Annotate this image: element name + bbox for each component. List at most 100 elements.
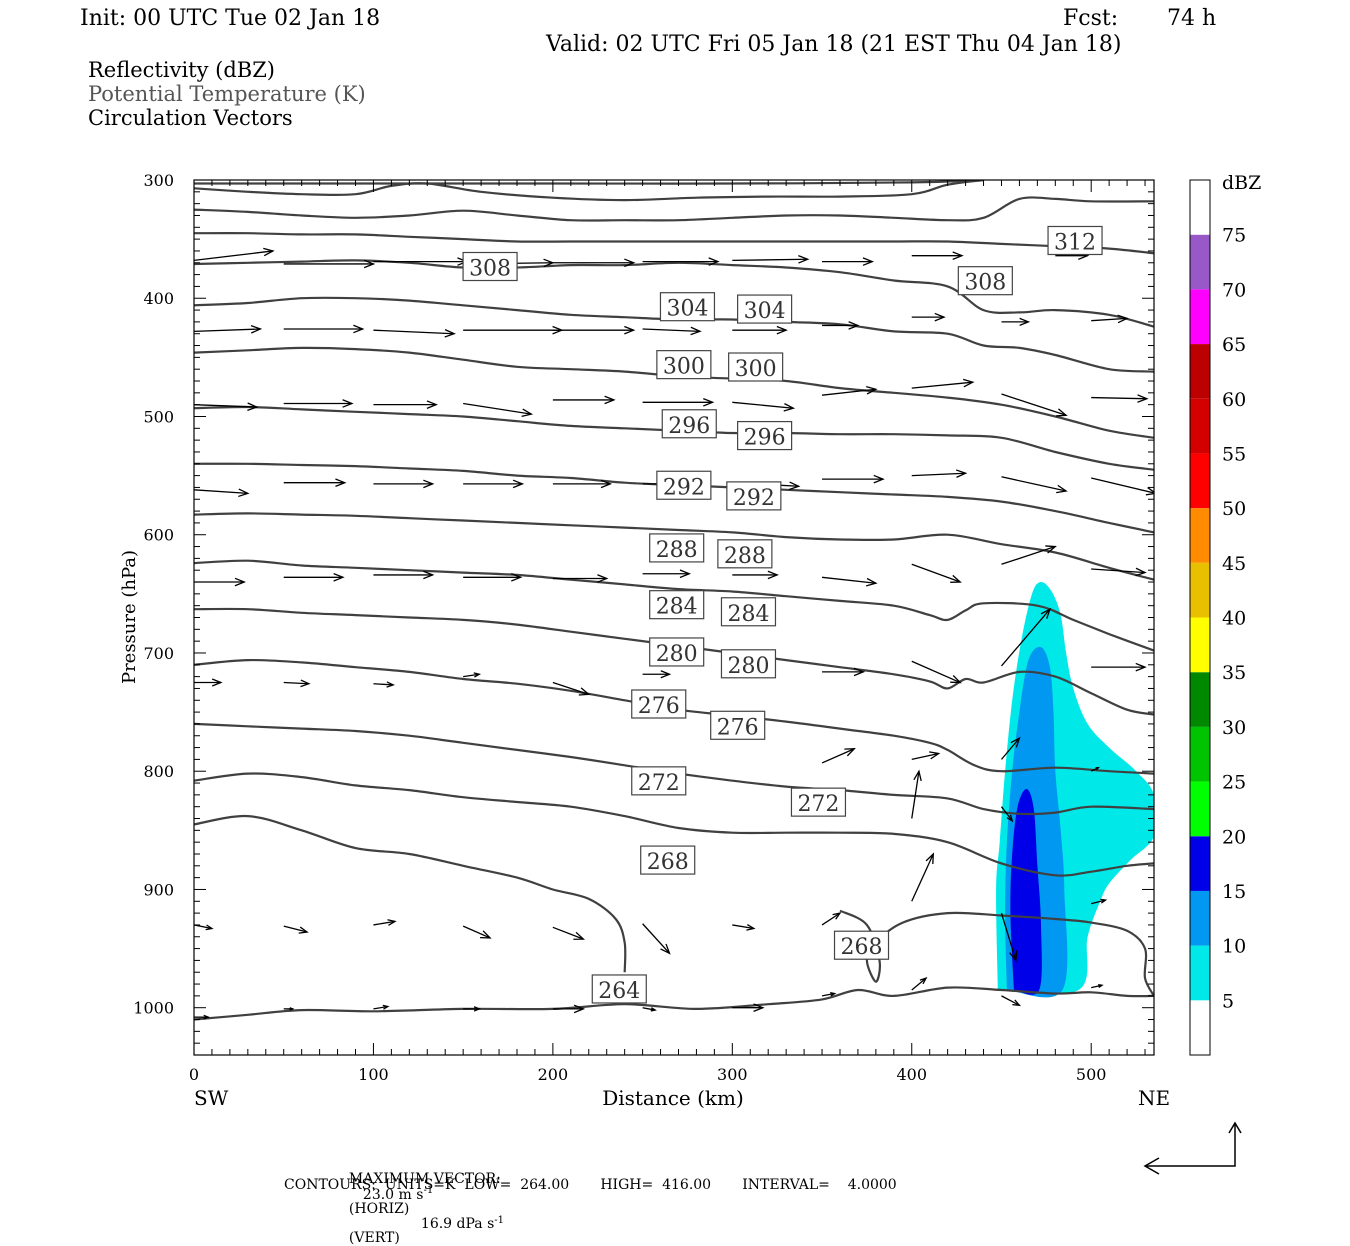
colorbar-swatch [1190, 726, 1210, 782]
circulation-vector [283, 572, 345, 582]
circulation-vector [552, 574, 609, 583]
circulation-vector [373, 1004, 390, 1010]
circulation-vector [642, 670, 672, 679]
svg-text:296: 296 [744, 426, 786, 451]
svg-text:268: 268 [647, 850, 689, 875]
svg-text:264: 264 [598, 979, 640, 1004]
footer-max-vector: MAXIMUM VECTOR: 23.0 m s-1 (HORIZ) 16.9 … [340, 1158, 504, 1245]
colorbar-swatch [1190, 617, 1210, 673]
circulation-vector [552, 479, 613, 489]
circulation-vector [373, 570, 435, 580]
circulation-vector [732, 923, 756, 931]
circulation-vector [194, 402, 259, 411]
circulation-vector [373, 400, 438, 409]
circulation-vector [821, 912, 842, 926]
circulation-vector [821, 385, 878, 396]
colorbar-swatch [1190, 508, 1210, 563]
contour-label: 300 [728, 352, 784, 382]
init-time: Init: 00 UTC Tue 02 Jan 18 [80, 6, 381, 31]
circulation-vector [732, 570, 779, 580]
colorbar-level-label: 15 [1222, 881, 1246, 903]
circulation-vector [1001, 995, 1021, 1007]
y-axis-title: Pressure (hPa) [119, 550, 140, 684]
circulation-vector [194, 247, 275, 262]
forecast-hour-value: 74 h [1167, 6, 1217, 31]
circulation-vector [373, 919, 397, 926]
svg-text:280: 280 [656, 642, 698, 667]
svg-text:288: 288 [724, 544, 766, 569]
theta-contour-272 [194, 772, 1154, 877]
circulation-vector [194, 488, 250, 498]
max-vector-vert-exp: -1 [494, 1214, 505, 1226]
colorbar-swatch [1190, 289, 1210, 345]
circulation-vector [552, 395, 616, 405]
circulation-vector [911, 469, 968, 478]
x-tick-label: 500 [1076, 1065, 1107, 1084]
theta-contour-288 [194, 559, 1154, 652]
circulation-vector [1001, 317, 1031, 326]
svg-text:280: 280 [727, 654, 769, 679]
colorbar-swatch [1190, 562, 1210, 618]
circulation-vector [1091, 662, 1147, 672]
circulation-vector [1091, 394, 1149, 403]
x-tick-label: 200 [538, 1065, 569, 1084]
circulation-vector [911, 660, 962, 684]
circulation-vector [911, 251, 964, 260]
svg-text:312: 312 [1054, 230, 1096, 255]
x-end-label-left: SW [194, 1086, 229, 1110]
circulation-vector [642, 1007, 657, 1012]
contour-label: 292 [656, 470, 712, 500]
svg-text:272: 272 [797, 792, 839, 817]
theta-contour-316 [194, 232, 1154, 255]
circulation-vector [822, 257, 875, 266]
circulation-vector [911, 977, 928, 991]
x-end-label-right: NE [1138, 1086, 1170, 1110]
circulation-vector [822, 474, 885, 484]
circulation-vector [463, 325, 564, 335]
legend-circulation-vectors: Circulation Vectors [88, 106, 293, 130]
svg-text:292: 292 [663, 475, 705, 500]
theta-contour-312 [194, 259, 1154, 328]
contour-label: 300 [656, 350, 712, 380]
x-axis-title: Distance (km) [602, 1086, 744, 1110]
circulation-vector [822, 321, 860, 330]
contour-label: 276 [631, 689, 687, 719]
circulation-vector [642, 923, 671, 955]
circulation-vector [1091, 567, 1147, 577]
colorbar-swatch [1190, 344, 1210, 399]
contour-label: 304 [659, 292, 716, 322]
colorbar-level-label: 20 [1222, 826, 1246, 848]
colorbar-swatch [1190, 781, 1210, 837]
circulation-vector [821, 992, 837, 997]
colorbar-swatch [1190, 890, 1210, 946]
circulation-vector [642, 569, 692, 579]
contour-label: 296 [661, 409, 717, 439]
contour-label: 264 [591, 974, 647, 1004]
circulation-vector [373, 479, 435, 489]
circulation-vector [283, 259, 376, 269]
circulation-vector [283, 925, 309, 934]
contour-label: 288 [717, 539, 773, 569]
circulation-vector [1090, 766, 1100, 772]
theta-contour-324 [194, 180, 984, 202]
circulation-vector [283, 1007, 295, 1011]
theta-contour-328 [194, 180, 984, 185]
y-tick-label: 700 [143, 644, 174, 663]
colorbar-level-label: 55 [1222, 443, 1246, 465]
svg-text:308: 308 [964, 271, 1006, 296]
svg-text:272: 272 [638, 771, 680, 796]
colorbar-swatch [1190, 398, 1210, 454]
svg-text:300: 300 [735, 357, 777, 382]
contour-label: 292 [726, 481, 782, 511]
theta-contour-268 [839, 909, 1154, 997]
max-vector-horiz-tag: (HORIZ) [348, 1200, 410, 1217]
colorbar-level-label: 30 [1222, 717, 1246, 739]
circulation-vector [463, 1006, 482, 1012]
circulation-vector [1000, 912, 1018, 963]
circulation-vector [552, 926, 586, 940]
circulation-vector [911, 852, 935, 902]
colorbar-level-label: 60 [1222, 389, 1246, 411]
colorbar-swatch [1190, 836, 1210, 891]
footer-contours: CONTOURS: UNITS=K LOW= 264.00 HIGH= 416.… [284, 1177, 897, 1193]
x-tick-label: 300 [717, 1065, 748, 1084]
